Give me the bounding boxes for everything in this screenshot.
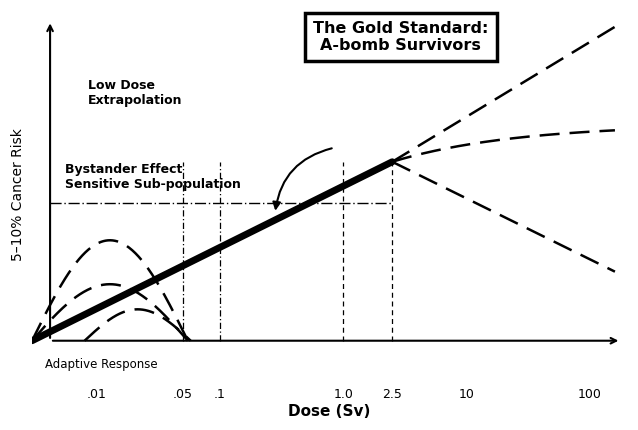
Text: Adaptive Response: Adaptive Response <box>45 358 158 371</box>
Text: Low Dose
Extrapolation: Low Dose Extrapolation <box>88 79 182 107</box>
X-axis label: Dose (Sv): Dose (Sv) <box>288 404 371 419</box>
Y-axis label: 5–10% Cancer Risk: 5–10% Cancer Risk <box>11 128 25 261</box>
Text: The Gold Standard:
A-bomb Survivors: The Gold Standard: A-bomb Survivors <box>313 21 489 53</box>
Text: Bystander Effect
Sensitive Sub-population: Bystander Effect Sensitive Sub-populatio… <box>64 163 241 191</box>
